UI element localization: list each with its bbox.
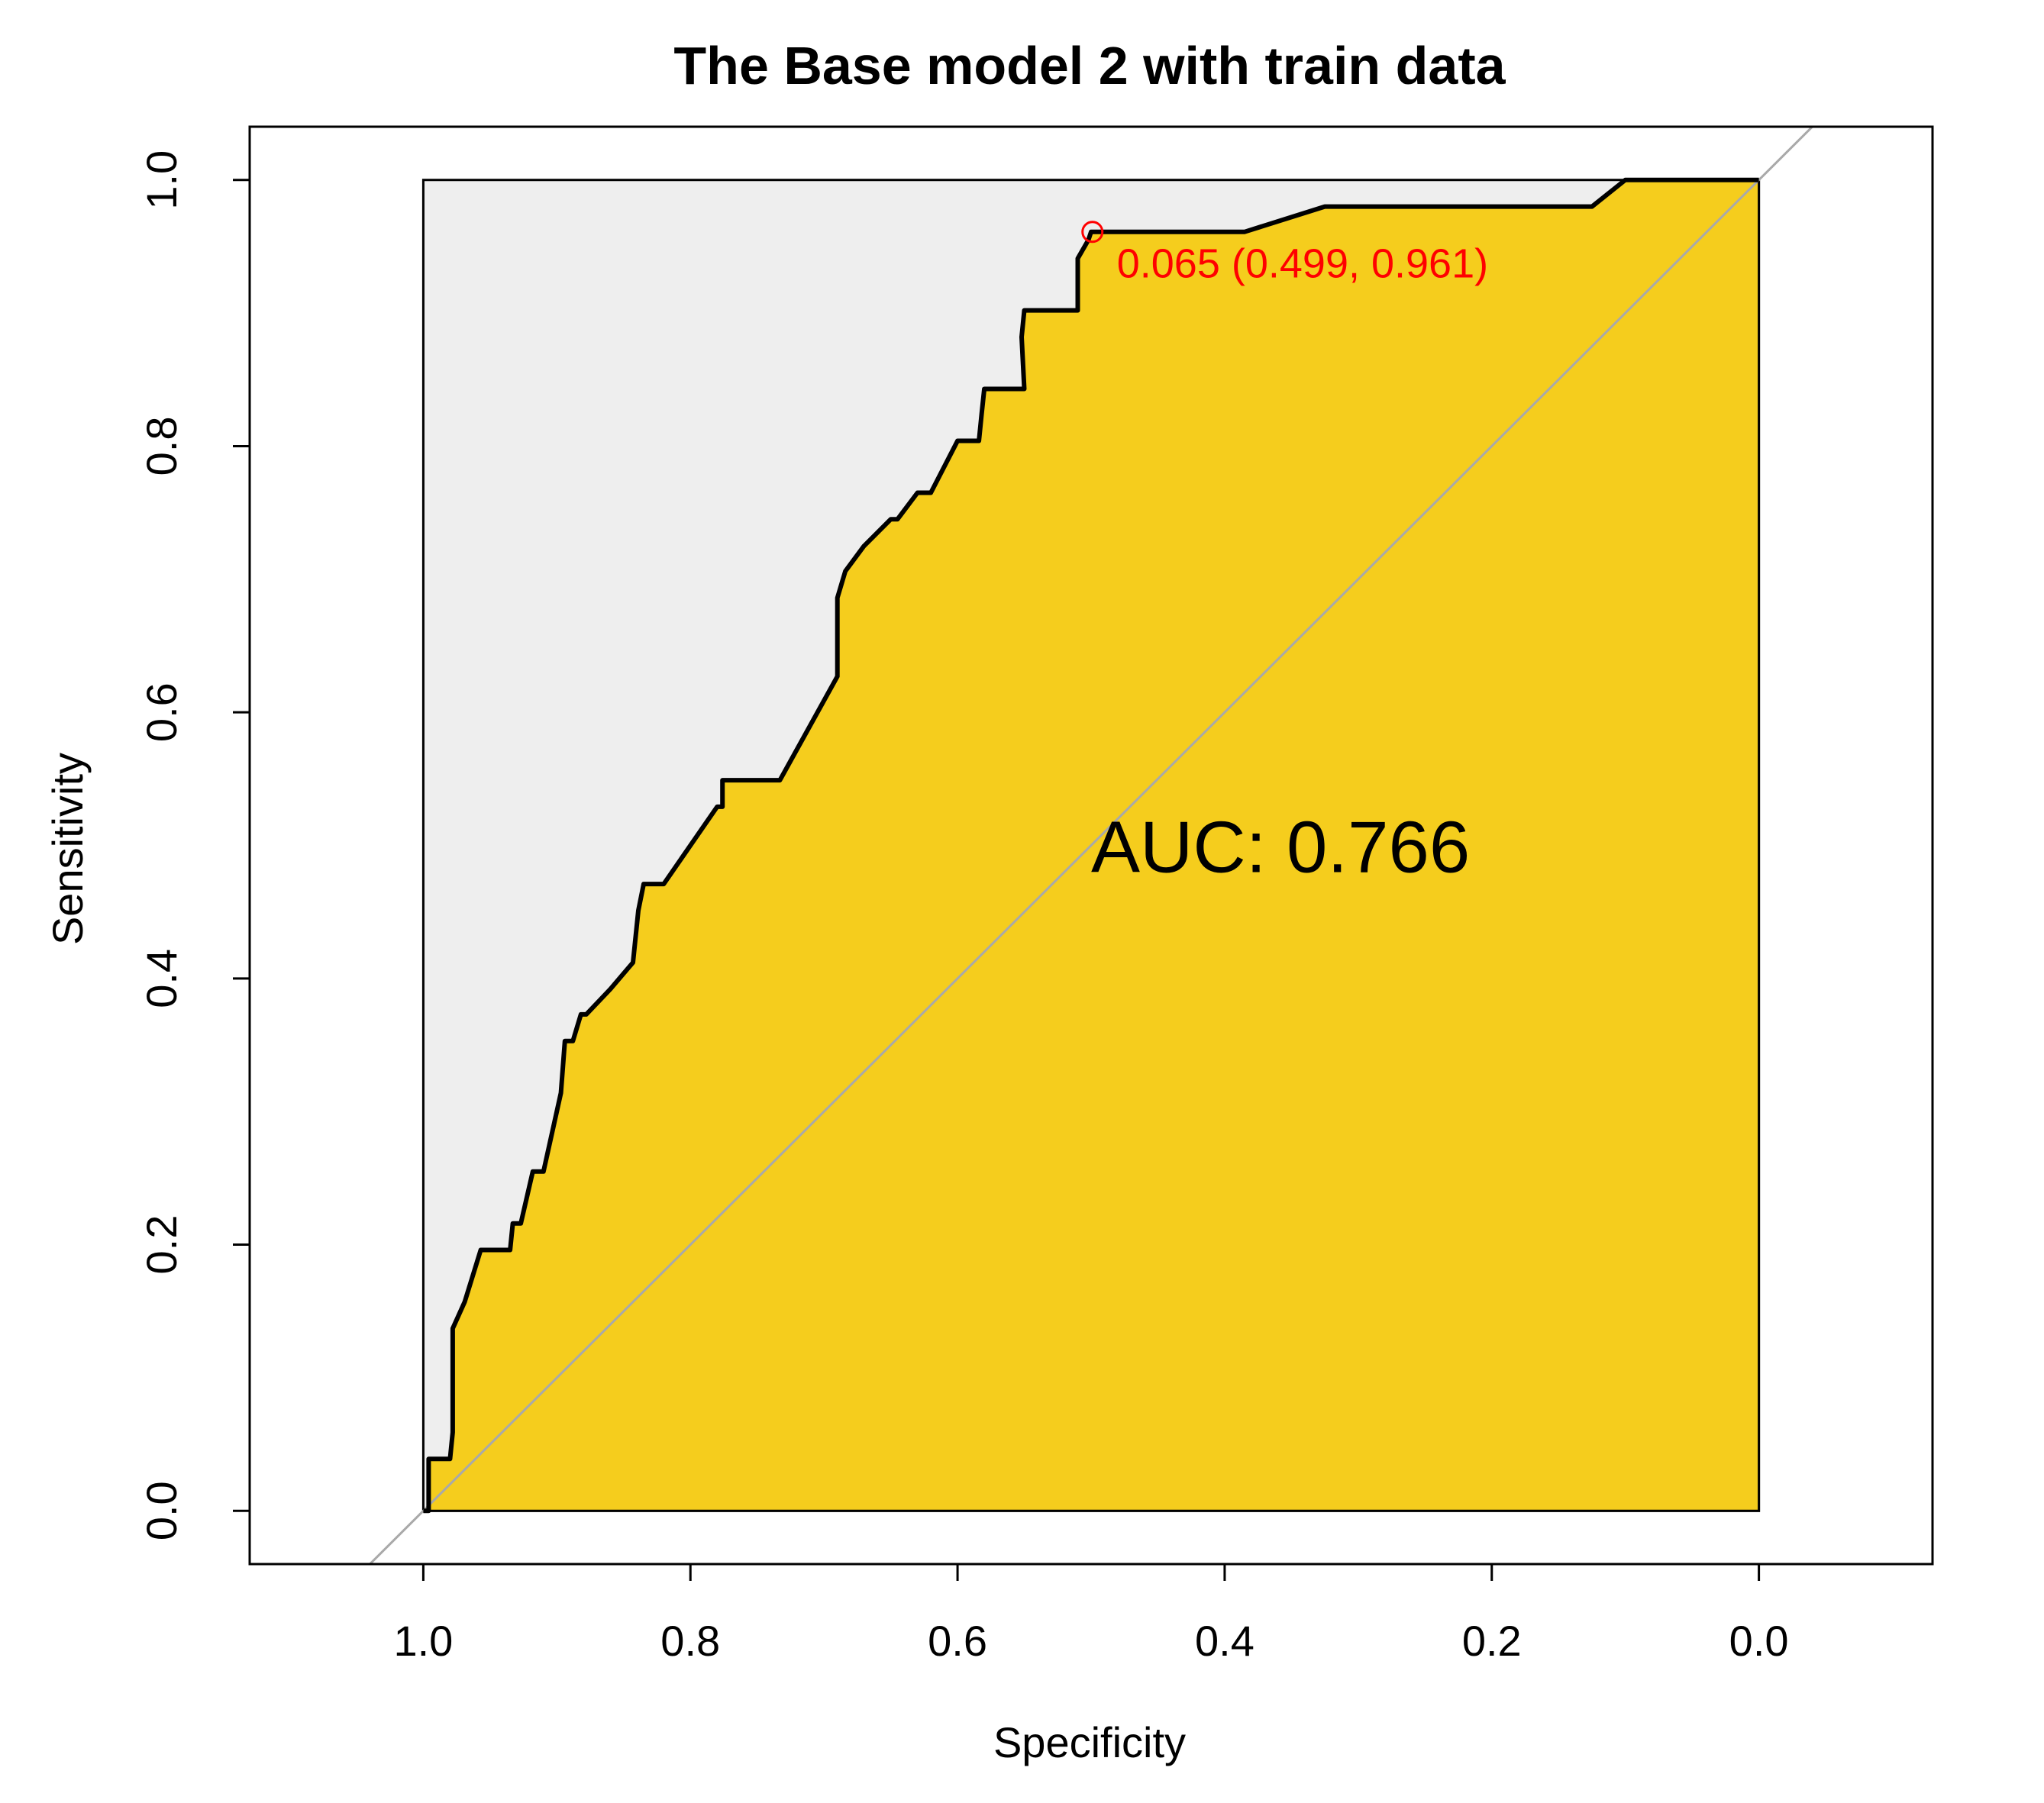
y-tick-label: 0.8 [137,417,186,476]
x-tick-label: 1.0 [393,1617,453,1665]
x-tick-label: 0.6 [928,1617,987,1665]
y-tick-label: 1.0 [137,150,186,210]
x-axis-title: Specificity [993,1718,1186,1766]
y-tick-label: 0.0 [137,1481,186,1540]
x-tick-label: 0.2 [1462,1617,1522,1665]
y-tick-label: 0.2 [137,1215,186,1275]
y-tick-label: 0.4 [137,949,186,1008]
axes: 1.0 0.8 0.6 0.4 0.2 0.0 0.0 0.2 0.4 0.6 0.8 1.0 [137,125,1934,1665]
x-tick-label: 0.0 [1729,1617,1789,1665]
x-tick-label: 0.8 [660,1617,720,1665]
diagonal-reference-line [368,127,1814,1564]
auc-label: AUC: 0.766 [1091,807,1470,889]
best-threshold-label: 0.065 (0.499, 0.961) [1117,241,1488,287]
roc-curve [423,177,1759,1514]
plot-area: 0.065 (0.499, 0.961) AUC: 0.766 [368,127,1814,1564]
y-tick-label: 0.6 [137,682,186,742]
y-axis-title: Sensitivity [44,753,92,945]
x-tick-label: 0.4 [1195,1617,1254,1665]
best-threshold-point [1081,221,1104,244]
chart-title: The Base model 2 with train data [673,36,1506,95]
